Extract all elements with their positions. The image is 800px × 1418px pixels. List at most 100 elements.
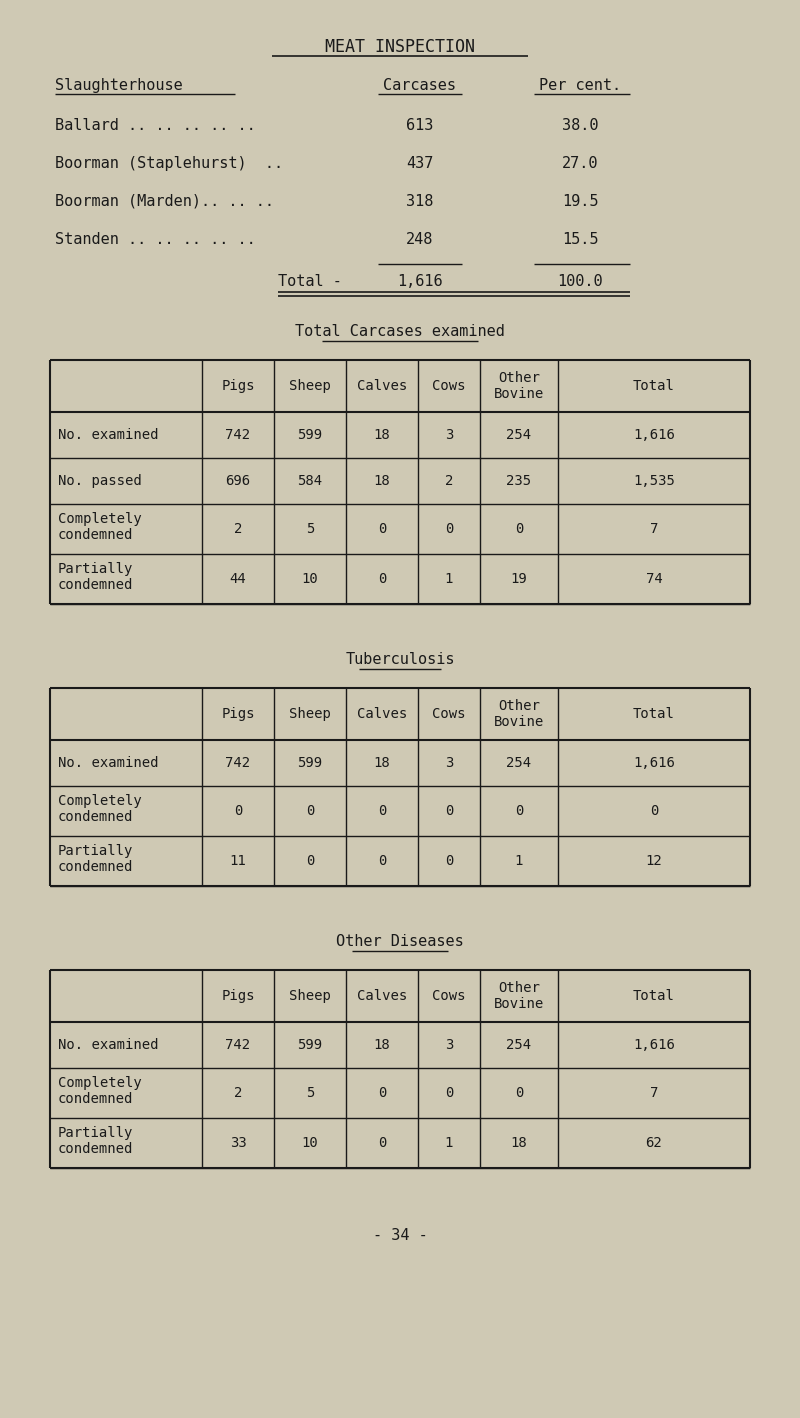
Text: 1,616: 1,616 xyxy=(633,428,675,442)
Text: 3: 3 xyxy=(445,428,453,442)
Text: 742: 742 xyxy=(226,756,250,770)
Text: 0: 0 xyxy=(515,804,523,818)
Text: 0: 0 xyxy=(445,804,453,818)
Text: 11: 11 xyxy=(230,854,246,868)
Text: Ballard .. .. .. .. ..: Ballard .. .. .. .. .. xyxy=(55,118,256,133)
Text: Other: Other xyxy=(498,372,540,386)
Text: 19: 19 xyxy=(510,571,527,586)
Text: 3: 3 xyxy=(445,1038,453,1052)
Text: 0: 0 xyxy=(378,804,386,818)
Text: 0: 0 xyxy=(306,854,314,868)
Text: 1,535: 1,535 xyxy=(633,474,675,488)
Text: Partially: Partially xyxy=(58,844,134,858)
Text: 18: 18 xyxy=(374,756,390,770)
Text: 599: 599 xyxy=(298,1038,322,1052)
Text: 10: 10 xyxy=(302,571,318,586)
Text: 613: 613 xyxy=(406,118,434,133)
Text: 742: 742 xyxy=(226,1038,250,1052)
Text: Total: Total xyxy=(633,379,675,393)
Text: Per cent.: Per cent. xyxy=(539,78,621,94)
Text: condemned: condemned xyxy=(58,1092,134,1106)
Text: 5: 5 xyxy=(306,1086,314,1100)
Text: Cows: Cows xyxy=(432,708,466,720)
Text: 599: 599 xyxy=(298,428,322,442)
Text: 7: 7 xyxy=(650,1086,658,1100)
Text: 33: 33 xyxy=(230,1136,246,1150)
Text: 584: 584 xyxy=(298,474,322,488)
Text: 437: 437 xyxy=(406,156,434,172)
Text: 44: 44 xyxy=(230,571,246,586)
Text: 0: 0 xyxy=(378,1086,386,1100)
Text: Sheep: Sheep xyxy=(289,379,331,393)
Text: Cows: Cows xyxy=(432,988,466,1003)
Text: 0: 0 xyxy=(445,1086,453,1100)
Text: 10: 10 xyxy=(302,1136,318,1150)
Text: 3: 3 xyxy=(445,756,453,770)
Text: Partially: Partially xyxy=(58,562,134,576)
Text: 0: 0 xyxy=(445,522,453,536)
Text: No. examined: No. examined xyxy=(58,428,158,442)
Text: 2: 2 xyxy=(234,1086,242,1100)
Text: Calves: Calves xyxy=(357,988,407,1003)
Text: 5: 5 xyxy=(306,522,314,536)
Text: Calves: Calves xyxy=(357,379,407,393)
Text: 0: 0 xyxy=(378,1136,386,1150)
Text: 2: 2 xyxy=(234,522,242,536)
Text: 2: 2 xyxy=(445,474,453,488)
Text: condemned: condemned xyxy=(58,527,134,542)
Text: Bovine: Bovine xyxy=(494,387,544,401)
Text: 12: 12 xyxy=(646,854,662,868)
Text: - 34 -: - 34 - xyxy=(373,1228,427,1244)
Text: 0: 0 xyxy=(306,804,314,818)
Text: Slaughterhouse: Slaughterhouse xyxy=(55,78,182,94)
Text: 27.0: 27.0 xyxy=(562,156,598,172)
Text: 254: 254 xyxy=(506,756,531,770)
Text: 0: 0 xyxy=(515,1086,523,1100)
Text: 19.5: 19.5 xyxy=(562,194,598,208)
Text: Completely: Completely xyxy=(58,794,142,808)
Text: Completely: Completely xyxy=(58,1076,142,1090)
Text: Other: Other xyxy=(498,699,540,713)
Text: 1,616: 1,616 xyxy=(633,756,675,770)
Text: Other Diseases: Other Diseases xyxy=(336,934,464,949)
Text: 696: 696 xyxy=(226,474,250,488)
Text: 1,616: 1,616 xyxy=(633,1038,675,1052)
Text: 62: 62 xyxy=(646,1136,662,1150)
Text: Pigs: Pigs xyxy=(222,988,254,1003)
Text: 15.5: 15.5 xyxy=(562,233,598,247)
Text: 742: 742 xyxy=(226,428,250,442)
Text: 599: 599 xyxy=(298,756,322,770)
Text: 235: 235 xyxy=(506,474,531,488)
Text: Other: Other xyxy=(498,981,540,995)
Text: Standen .. .. .. .. ..: Standen .. .. .. .. .. xyxy=(55,233,256,247)
Text: Pigs: Pigs xyxy=(222,708,254,720)
Text: Total: Total xyxy=(633,708,675,720)
Text: 248: 248 xyxy=(406,233,434,247)
Text: Total Carcases examined: Total Carcases examined xyxy=(295,323,505,339)
Text: 100.0: 100.0 xyxy=(557,274,603,289)
Text: MEAT INSPECTION: MEAT INSPECTION xyxy=(325,38,475,55)
Text: No. examined: No. examined xyxy=(58,1038,158,1052)
Text: Boorman (Marden).. .. ..: Boorman (Marden).. .. .. xyxy=(55,194,274,208)
Text: 0: 0 xyxy=(378,571,386,586)
Text: Calves: Calves xyxy=(357,708,407,720)
Text: Cows: Cows xyxy=(432,379,466,393)
Text: Carcases: Carcases xyxy=(383,78,457,94)
Text: 0: 0 xyxy=(650,804,658,818)
Text: 1: 1 xyxy=(515,854,523,868)
Text: 0: 0 xyxy=(378,854,386,868)
Text: 0: 0 xyxy=(378,522,386,536)
Text: Tuberculosis: Tuberculosis xyxy=(346,652,454,666)
Text: 18: 18 xyxy=(374,1038,390,1052)
Text: 18: 18 xyxy=(374,474,390,488)
Text: condemned: condemned xyxy=(58,579,134,591)
Text: 38.0: 38.0 xyxy=(562,118,598,133)
Text: No. passed: No. passed xyxy=(58,474,142,488)
Text: 1: 1 xyxy=(445,1136,453,1150)
Text: 318: 318 xyxy=(406,194,434,208)
Text: 1,616: 1,616 xyxy=(397,274,443,289)
Text: 7: 7 xyxy=(650,522,658,536)
Text: Sheep: Sheep xyxy=(289,988,331,1003)
Text: Pigs: Pigs xyxy=(222,379,254,393)
Text: 74: 74 xyxy=(646,571,662,586)
